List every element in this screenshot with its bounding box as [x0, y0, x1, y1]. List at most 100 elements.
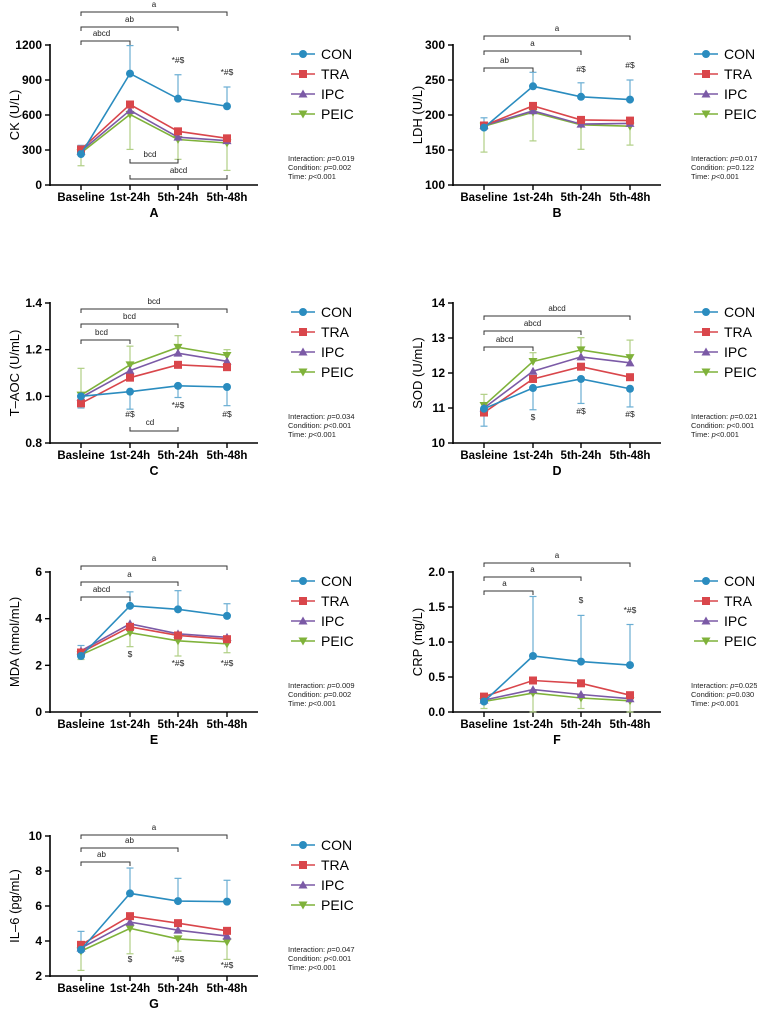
bracket-label: ab — [97, 850, 106, 859]
legend-marker-con — [299, 308, 307, 316]
series-line-ipc — [483, 356, 631, 409]
legend-label-ipc: IPC — [321, 344, 344, 360]
data-point-tra — [577, 679, 585, 688]
y-tick-label: 0 — [35, 178, 42, 192]
y-tick-label: 10 — [432, 436, 446, 450]
x-tick-label: 5th-48h — [207, 192, 248, 204]
bracket-label: abcd — [524, 319, 541, 328]
legend-label-tra: TRA — [321, 857, 350, 873]
legend-label-peic: PEIC — [724, 364, 757, 380]
chart-panel-d: 10 11 12 13 14 Basleine 1st-24h 5th-24h 5th-48h S… — [410, 296, 757, 478]
data-point-ipc — [222, 931, 232, 940]
data-point-con — [77, 652, 85, 660]
significance-bracket — [483, 315, 631, 320]
data-point-ipc — [222, 356, 232, 365]
y-tick-label: 4 — [35, 934, 42, 948]
legend-label-ipc: IPC — [724, 613, 747, 629]
data-point-con — [529, 82, 537, 91]
significance-bracket — [483, 562, 631, 567]
data-point-peic — [125, 629, 135, 638]
legend-label-peic: PEIC — [321, 897, 354, 913]
y-tick-label: 8 — [35, 864, 42, 878]
y-tick-label: 0.0 — [428, 705, 445, 719]
bracket-label: ab — [125, 15, 134, 24]
legend-label-tra: TRA — [724, 66, 753, 82]
significance-marker: #$ — [625, 60, 635, 70]
legend-marker-con — [299, 841, 307, 849]
significance-bracket — [80, 339, 131, 344]
x-tick-label: Baseline — [460, 719, 507, 731]
significance-marker: #$ — [576, 64, 586, 74]
legend-marker-tra — [299, 328, 307, 336]
y-tick-label: 10 — [29, 829, 43, 843]
data-point-con — [174, 381, 182, 390]
series-line-con — [483, 655, 631, 703]
data-point-peic — [125, 924, 135, 933]
y-tick-label: 2.0 — [428, 565, 445, 579]
y-tick-label: 11 — [432, 401, 445, 415]
x-tick-label: Baseline — [57, 983, 104, 995]
data-point-tra — [529, 676, 537, 685]
stats-line: Condition: p=0.002 — [288, 690, 351, 699]
y-axis-title: IL–6 (pg/mL) — [7, 869, 22, 943]
stats-line: Condition: p=0.030 — [691, 690, 754, 699]
significance-marker: *#$ — [172, 658, 185, 668]
legend-label-ipc: IPC — [724, 86, 747, 102]
y-tick-label: 1.4 — [25, 296, 42, 310]
data-point-ipc — [173, 925, 183, 934]
legend-marker-tra — [299, 597, 307, 605]
stats-line: Condition: p=0.122 — [691, 163, 754, 172]
panel-label: F — [553, 733, 561, 747]
data-point-con — [126, 601, 134, 610]
legend-label-con: CON — [321, 46, 352, 62]
y-tick-label: 900 — [22, 73, 42, 87]
legend-label-tra: TRA — [321, 66, 350, 82]
data-point-tra — [529, 374, 537, 383]
series-line-ipc — [483, 688, 631, 701]
x-tick-label: 5th-24h — [158, 450, 199, 462]
data-point-ipc — [125, 366, 135, 375]
y-tick-label: 14 — [432, 296, 446, 310]
data-point-peic — [173, 343, 183, 352]
significance-bracket — [483, 35, 631, 40]
legend-label-con: CON — [321, 304, 352, 320]
data-point-peic — [625, 354, 635, 363]
significance-marker: #$ — [625, 409, 635, 419]
y-tick-label: 200 — [425, 108, 445, 122]
bracket-label: a — [530, 565, 535, 574]
legend-label-peic: PEIC — [321, 364, 354, 380]
legend-label-tra: TRA — [724, 593, 753, 609]
y-axis-title: CRP (mg/L) — [410, 608, 425, 676]
x-tick-label: Basleine — [460, 450, 507, 462]
panel-label: D — [552, 464, 561, 478]
legend-label-ipc: IPC — [724, 344, 747, 360]
y-tick-label: 0.5 — [428, 670, 445, 684]
series-line-tra — [80, 364, 228, 405]
significance-marker: $ — [531, 412, 536, 422]
legend-label-ipc: IPC — [321, 86, 344, 102]
stats-line: Interaction: p=0.009 — [288, 681, 355, 690]
legend-label-con: CON — [724, 46, 755, 62]
chart-panel-b: 100 150 200 250 300 Baseline 1st-24h 5th-24h 5th… — [410, 24, 757, 220]
significance-marker: *#$ — [221, 67, 234, 77]
significance-marker: $ — [128, 954, 133, 964]
x-tick-label: 1st-24h — [110, 983, 150, 995]
y-tick-label: 13 — [432, 331, 446, 345]
significance-marker: #$ — [125, 409, 135, 419]
stats-line: Interaction: p=0.047 — [288, 945, 355, 954]
significance-bracket — [483, 346, 534, 351]
panel-label: C — [149, 464, 158, 478]
bracket-label: a — [555, 24, 560, 33]
legend-label-con: CON — [321, 573, 352, 589]
significance-bracket — [80, 847, 179, 852]
data-point-ipc — [528, 685, 538, 694]
significance-bracket — [80, 581, 179, 586]
y-tick-label: 1.5 — [428, 600, 445, 614]
data-point-tra — [626, 691, 634, 700]
significance-marker: *#$ — [221, 658, 234, 668]
data-point-con — [626, 384, 634, 393]
significance-bracket — [80, 26, 179, 31]
y-tick-label: 600 — [22, 108, 42, 122]
data-point-tra — [77, 399, 85, 408]
data-point-con — [223, 102, 231, 111]
